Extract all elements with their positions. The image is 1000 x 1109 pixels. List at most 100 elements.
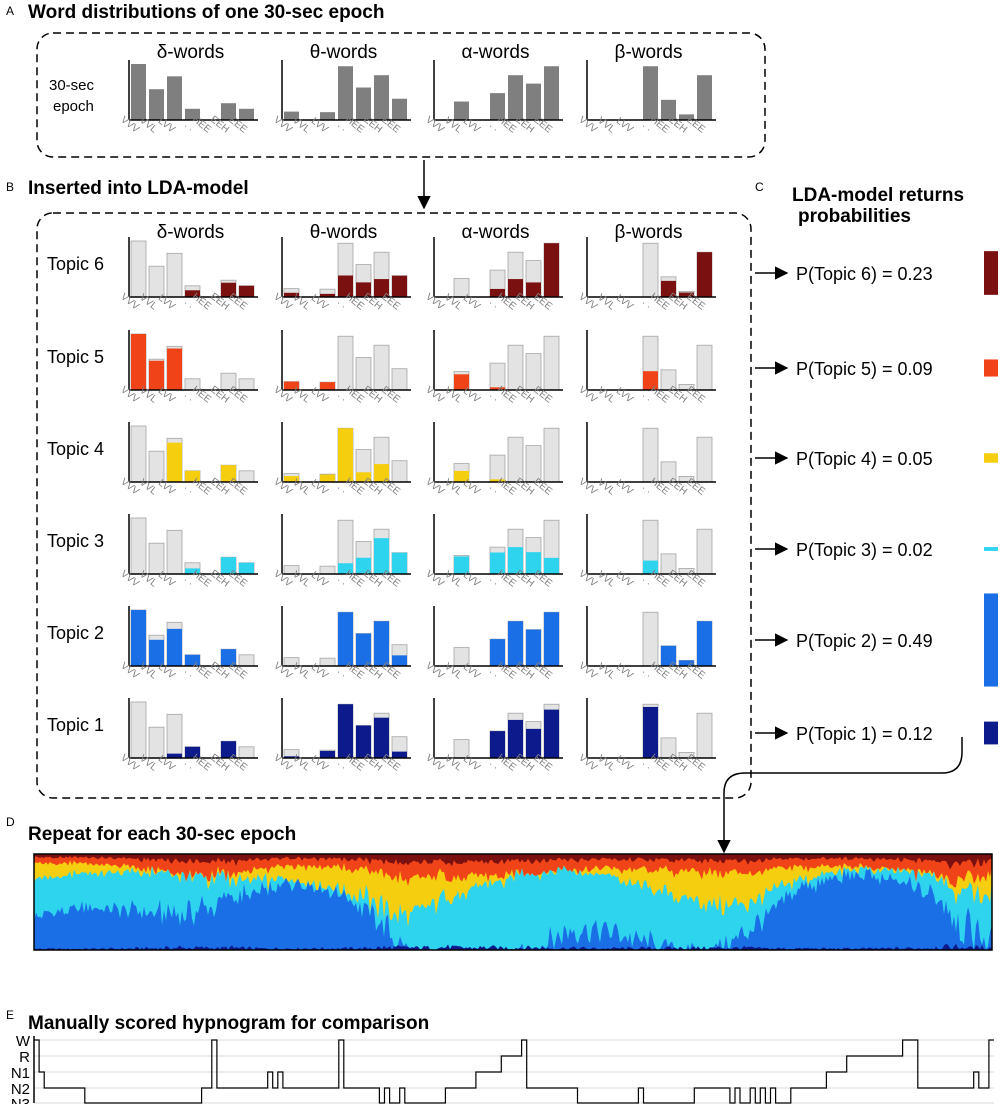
topic-bar-outline	[391, 368, 408, 391]
topic-bar-fill	[544, 557, 559, 574]
hypnogram-trace	[34, 1039, 994, 1104]
topic-bar-fill	[643, 706, 658, 758]
topic-bar-fill	[167, 348, 182, 390]
probability-label: P(Topic 6) = 0.23	[796, 264, 933, 284]
topic-bar-fill	[392, 552, 407, 574]
topic-bar-outline	[642, 242, 659, 298]
panel-a-word-bar	[338, 66, 353, 120]
panel-a-word-bar	[131, 64, 146, 120]
panel-b-tick-label: LVV	[461, 293, 482, 313]
panel-a-band-title: δ-words	[157, 42, 225, 63]
topic-bar-outline	[319, 565, 336, 575]
topic-bar-outline	[696, 436, 713, 483]
panel-a-letter: A	[6, 4, 14, 18]
panel-b-tick-label: LVV	[614, 478, 635, 498]
topic-bar-outline	[696, 528, 713, 575]
topic-bar-fill	[338, 563, 353, 574]
topic-bar-fill	[526, 728, 541, 758]
panel-d-title: Repeat for each 30-sec epoch	[28, 824, 296, 845]
topic-bar-fill	[284, 476, 299, 482]
topic-bar-outline	[642, 611, 659, 667]
topic-bar-outline	[391, 460, 408, 483]
panel-c-title-2: probabilities	[798, 206, 911, 227]
topic-bar-fill	[338, 428, 353, 482]
probability-label: P(Topic 2) = 0.49	[796, 631, 933, 651]
topic-bar-fill	[526, 282, 541, 297]
topic-bar-fill	[374, 464, 389, 482]
panel-b-band-title: β-words	[615, 222, 683, 243]
topic-bar-fill	[374, 621, 389, 666]
topic-bar-outline	[642, 427, 659, 483]
panel-a-band-title: β-words	[615, 42, 683, 63]
topic-bar-outline	[319, 657, 336, 667]
topic-bar-outline	[238, 746, 255, 759]
panel-b-tick-label: VVV	[423, 476, 446, 497]
topic-bar-fill	[508, 547, 523, 574]
topic-bar-fill	[697, 252, 712, 297]
panel-c-letter: C	[755, 180, 764, 194]
panel-b-tick-label: LVV	[614, 754, 635, 774]
topic-bar-outline	[543, 335, 560, 391]
topic-bar-fill	[392, 275, 407, 297]
hypnogram-stage-label: N2	[11, 1081, 30, 1098]
topic-bar-fill	[167, 442, 182, 482]
panel-b-tick-label: VVL	[595, 385, 617, 406]
panel-b-tick-label: VVL	[595, 753, 617, 774]
hypnogram-stage-label: W	[16, 1033, 31, 1050]
panel-b-tick-label: VVL	[290, 661, 312, 682]
panel-b-tick-label: VVV	[576, 476, 599, 497]
topic-bar-outline	[130, 425, 147, 483]
panel-a-dashed-frame	[36, 32, 766, 158]
probability-bar	[984, 593, 998, 687]
topic-bar-fill	[149, 360, 164, 390]
topic-bar-fill	[356, 282, 371, 297]
topic-bar-fill	[338, 275, 353, 297]
topic-bar-outline	[337, 335, 354, 391]
probability-bar	[984, 453, 998, 463]
topic-bar-fill	[544, 709, 559, 758]
topic-bar-fill	[239, 285, 254, 297]
topic-area-layer	[34, 867, 992, 950]
panel-a-word-bar	[544, 66, 559, 120]
topic-bar-fill	[374, 279, 389, 297]
topic-bar-fill	[131, 334, 146, 390]
topic-row-label: Topic 2	[47, 623, 104, 643]
topic-area-layer	[34, 943, 992, 950]
topic-bar-fill	[392, 751, 407, 758]
panel-b-tick-label: VVL	[595, 292, 617, 313]
panel-a-row-label-2: epoch	[53, 98, 94, 115]
panel-b-tick-label: LVV	[461, 386, 482, 406]
topic-bar-fill	[320, 474, 335, 482]
probability-label: P(Topic 3) = 0.02	[796, 540, 933, 560]
topic-bar-outline	[166, 529, 183, 575]
panel-b-tick-label: VVL	[290, 753, 312, 774]
topic-bar-outline	[373, 344, 390, 391]
probability-bar	[984, 547, 998, 551]
panel-b-tick-label: VVV	[423, 660, 446, 681]
panel-d-letter: D	[6, 815, 15, 829]
topic-row-label: Topic 5	[47, 347, 104, 367]
panel-a-word-bar	[149, 89, 164, 120]
topic-bar-fill	[454, 556, 469, 574]
topic-bar-fill	[508, 719, 523, 758]
topic-bar-fill	[490, 288, 505, 297]
panel-a-tick-label: HEE	[190, 114, 213, 136]
topic-bar-outline	[696, 344, 713, 391]
panel-a-tick-label: LVV	[461, 116, 482, 136]
topic-bar-fill	[508, 279, 523, 297]
panel-b-band-title: θ-words	[310, 222, 378, 243]
panel-e-letter: E	[6, 1008, 14, 1022]
topic-bar-fill	[392, 655, 407, 666]
hypnogram-stage-label: N3	[11, 1096, 30, 1104]
panel-a-word-bar	[320, 112, 335, 120]
topic-bar-fill	[661, 280, 676, 297]
panel-a-word-bar	[167, 76, 182, 120]
panel-b-tick-label: HEE	[190, 752, 213, 774]
panel-b-tick-label: VVV	[576, 291, 599, 312]
topic-bar-fill	[284, 381, 299, 390]
panel-b-title: Inserted into LDA-model	[28, 178, 249, 199]
panel-b-tick-label: LVV	[461, 570, 482, 590]
hypnogram-chart: WRN1N2N3	[11, 1033, 994, 1109]
panel-a-word-bar	[490, 93, 505, 120]
panel-c-probabilities: P(Topic 6) = 0.23 P(Topic 5) = 0.09 P(Topi…	[755, 251, 998, 745]
